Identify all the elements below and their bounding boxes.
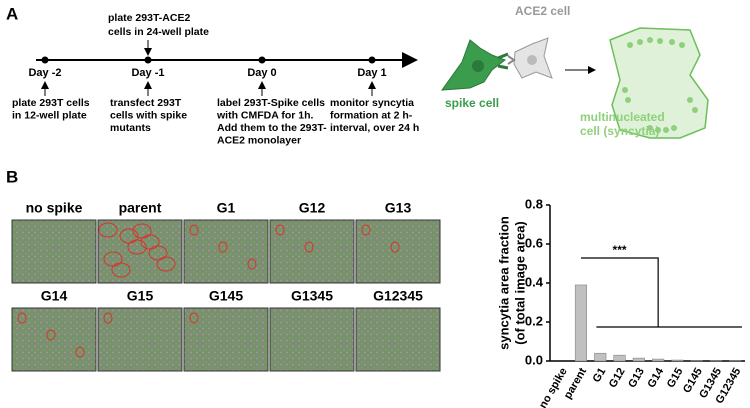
step-text: with CMFDA for 1h. xyxy=(216,109,314,121)
syncytium-outline xyxy=(247,258,257,270)
bar xyxy=(613,354,626,362)
image-title: G15 xyxy=(127,288,154,304)
micrograph xyxy=(355,219,441,284)
bar xyxy=(574,284,587,362)
step-text: ACE2 monolayer xyxy=(217,134,301,146)
step-text: in 12-well plate xyxy=(12,109,87,121)
x-tick-label: G13 xyxy=(626,366,647,390)
spike-label: spike cell xyxy=(445,96,499,110)
significance-label: *** xyxy=(613,243,627,257)
timeline-dot xyxy=(41,56,49,64)
step-text: monitor syncytia xyxy=(330,97,414,109)
panel-label: A xyxy=(6,4,18,23)
syncytium-outline xyxy=(189,224,199,236)
syncytia-label: cell (syncytia) xyxy=(580,124,659,138)
bar xyxy=(652,358,665,362)
syncytium-outline xyxy=(103,251,123,267)
y-tick-label: 0.4 xyxy=(525,274,544,289)
syncytium-outline xyxy=(46,329,56,341)
y-axis-label: syncytia area fraction xyxy=(496,216,511,350)
syncytium-outline xyxy=(361,224,371,236)
y-axis-label: (of total image area) xyxy=(512,221,527,345)
day-label: Day 0 xyxy=(247,67,276,79)
syncytium-outline xyxy=(304,241,314,253)
step-text: plate 293T-ACE2 xyxy=(108,12,190,24)
image-title: G14 xyxy=(41,288,68,304)
image-title: G12345 xyxy=(373,288,423,304)
x-tick-label: G14 xyxy=(645,365,666,390)
y-tick-label: 0.6 xyxy=(525,235,543,250)
panel-label: B xyxy=(6,167,18,186)
significance-bracket xyxy=(580,257,742,328)
micrograph xyxy=(183,307,269,372)
timeline-dot xyxy=(368,56,376,64)
image-title: no spike xyxy=(26,200,83,216)
x-tick-label: G12 xyxy=(607,366,628,390)
step-text: mutants xyxy=(110,122,151,134)
syncytium-outline xyxy=(119,228,139,244)
syncytium-outline xyxy=(275,224,285,236)
day-label: Day -2 xyxy=(28,67,61,79)
step-text: label 293T-Spike cells xyxy=(217,97,325,109)
micrograph xyxy=(97,307,183,372)
cell-diagram xyxy=(440,27,709,139)
image-title: G145 xyxy=(209,288,243,304)
day-label: Day 1 xyxy=(357,67,386,79)
syncytium-outline xyxy=(17,312,27,324)
syncytium-outline xyxy=(390,241,400,253)
bar xyxy=(671,359,684,362)
image-title: parent xyxy=(119,200,162,216)
image-title: G1 xyxy=(217,200,236,216)
x-tick-label: G1 xyxy=(591,366,609,385)
bar xyxy=(632,357,645,362)
micrograph xyxy=(269,307,355,372)
syncytium-outline xyxy=(132,223,152,239)
micrograph xyxy=(183,219,269,284)
y-tick-label: 0.0 xyxy=(525,352,543,367)
step-text: interval, over 24 h xyxy=(330,122,419,134)
syncytium-outline xyxy=(189,312,199,324)
y-tick-label: 0.2 xyxy=(525,313,543,328)
x-tick-label: no spike xyxy=(537,366,570,408)
day-label: Day -1 xyxy=(131,67,164,79)
y-tick-label: 0.8 xyxy=(525,196,543,211)
ace2-label: ACE2 cell xyxy=(515,4,570,18)
micrograph xyxy=(355,307,441,372)
step-text: transfect 293T xyxy=(110,97,182,109)
image-title: G1345 xyxy=(291,288,333,304)
micrograph xyxy=(11,219,97,284)
syncytium-outline xyxy=(218,241,228,253)
step-text: Add them to the 293T- xyxy=(217,122,327,134)
syncytia-label: multinucleated xyxy=(580,110,665,124)
timeline-dot xyxy=(144,56,152,64)
step-text: cells in 24-well plate xyxy=(108,26,209,38)
micrograph xyxy=(11,307,97,372)
image-title: G12 xyxy=(299,200,326,216)
syncytium-outline xyxy=(98,222,118,238)
step-text: cells with spike xyxy=(110,109,187,121)
syncytium-outline xyxy=(103,312,113,324)
bar xyxy=(594,352,607,362)
micrograph xyxy=(269,219,355,284)
image-title: G13 xyxy=(385,200,412,216)
syncytium-outline xyxy=(75,346,85,358)
step-text: plate 293T cells xyxy=(12,97,90,109)
step-text: formation at 2 h- xyxy=(330,109,413,121)
micrograph xyxy=(97,219,183,284)
timeline-dot xyxy=(258,56,266,64)
